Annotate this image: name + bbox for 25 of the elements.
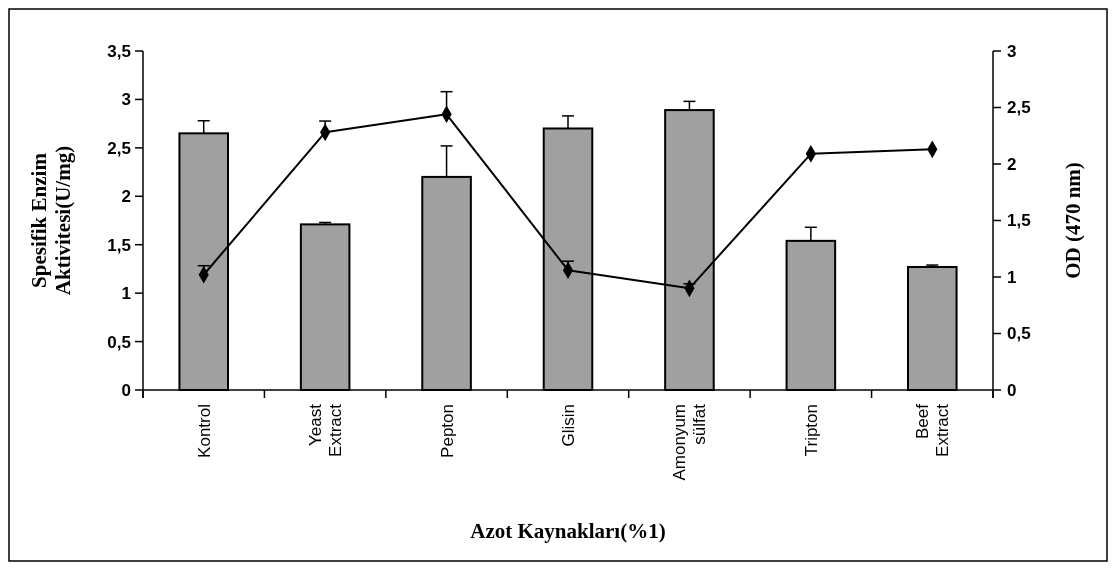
y-tick-label: 3,5 [107, 41, 131, 61]
y-tick-label: 2,5 [107, 138, 131, 158]
y-tick-label: 3 [121, 90, 131, 110]
x-tick-label: Amonyum sülfat [670, 403, 710, 481]
x-tick-label: Tripton [801, 404, 821, 457]
y-tick-label: 0,5 [107, 332, 131, 352]
y-tick-label: 1 [121, 284, 131, 304]
y2-tick-label: 2 [1007, 154, 1017, 174]
y2-tick-label: 0 [1007, 380, 1017, 400]
y2-tick-label: 1 [1007, 267, 1017, 287]
y2-tick-label: 3 [1007, 41, 1017, 61]
x-axis-title: Azot Kaynakları(%1) [470, 519, 666, 543]
x-tick-label: Pepton [437, 404, 457, 458]
y2-axis-title: OD (470 nm) [1061, 162, 1086, 279]
y2-tick-label: 1,5 [1007, 211, 1031, 231]
y-axis-title: Spesifik Enzim Aktivitesi(U/mg) [27, 145, 75, 296]
y2-tick-label: 0,5 [1007, 324, 1031, 344]
y-tick-label: 0 [121, 380, 131, 400]
y-tick-label: 1,5 [107, 235, 131, 255]
y2-tick-label: 2,5 [1007, 98, 1031, 118]
x-tick-label: Beef Extract [913, 403, 953, 457]
x-tick-label: Kontrol [194, 404, 214, 458]
x-tick-label: Yeast Extract [306, 403, 346, 457]
x-tick-label: Glisin [558, 404, 578, 447]
y-tick-label: 2 [121, 187, 131, 207]
